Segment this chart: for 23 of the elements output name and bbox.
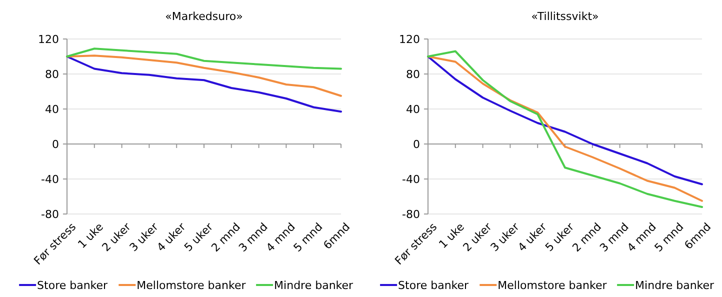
legend-label: Store banker xyxy=(37,278,108,292)
legend-label: Mellomstore banker xyxy=(498,278,608,292)
y-tick-label: 40 xyxy=(406,102,420,116)
chart-title: «Markedsuro» xyxy=(165,10,243,23)
y-tick-label: 120 xyxy=(38,32,59,46)
chart-title: «Tillitssvikt» xyxy=(531,10,599,23)
y-tick-label: 0 xyxy=(52,138,59,151)
y-tick-label: 40 xyxy=(45,102,59,116)
y-tick-label: -80 xyxy=(41,208,59,221)
legend-label: Store banker xyxy=(398,278,470,292)
y-tick-label: -40 xyxy=(41,172,59,186)
y-tick-label: -40 xyxy=(402,172,420,186)
line-series xyxy=(66,54,342,97)
legend-label: Mellomstore banker xyxy=(136,278,246,292)
y-tick-label: -80 xyxy=(402,208,420,221)
line-series xyxy=(66,56,342,113)
legend-label: Mindre banker xyxy=(635,278,715,292)
y-tick-label: 80 xyxy=(45,68,59,81)
y-tick-label: 80 xyxy=(406,68,420,81)
legend-label: Mindre banker xyxy=(274,278,354,292)
y-tick-label: 0 xyxy=(413,138,420,151)
y-tick-label: 120 xyxy=(399,32,420,46)
line-series xyxy=(66,48,342,70)
